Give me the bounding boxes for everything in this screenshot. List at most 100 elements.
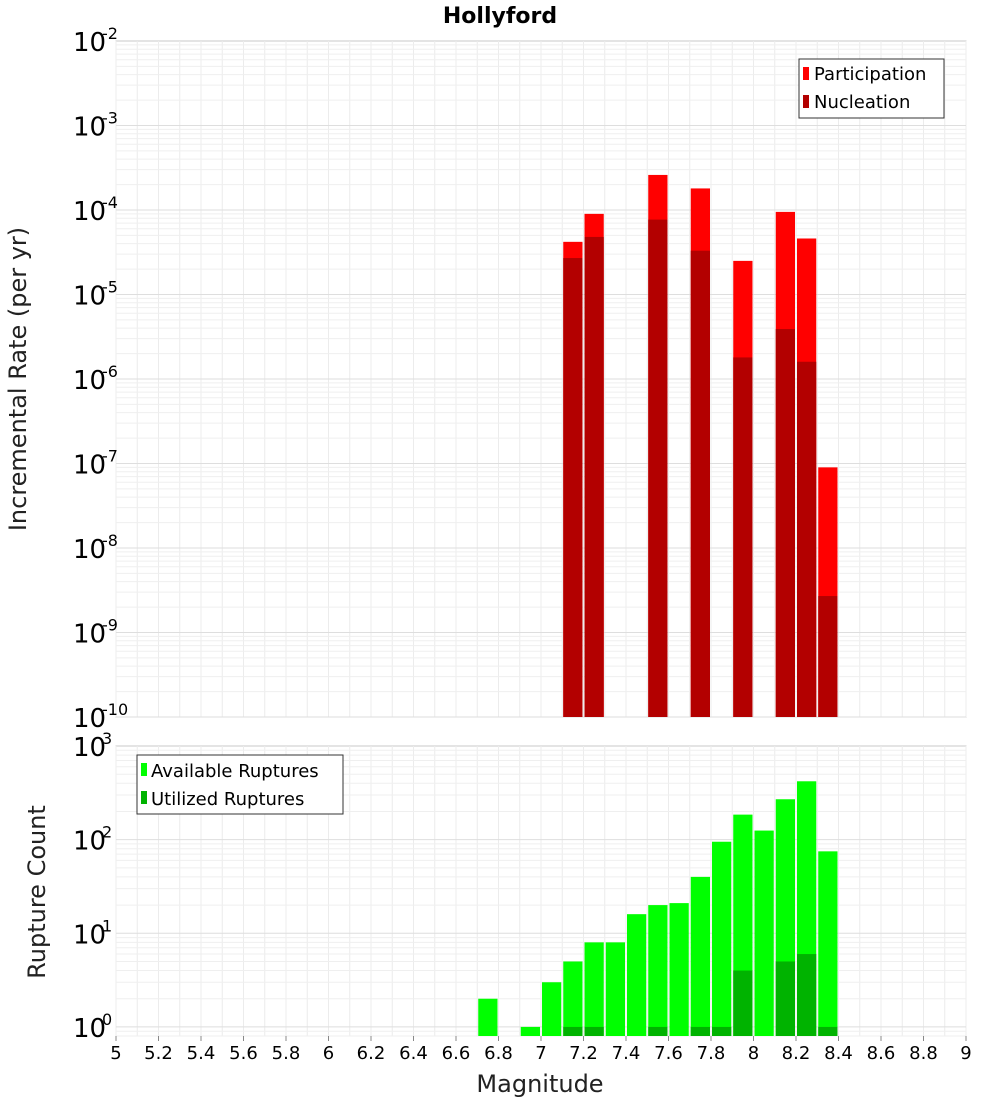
x-tick-label: 6.6 (442, 1043, 471, 1064)
bar-available-ruptures (648, 905, 668, 1036)
x-tick-label: 7.4 (612, 1043, 641, 1064)
x-tick-label: 7 (535, 1043, 546, 1064)
legend-label-nucleation: Nucleation (814, 92, 910, 113)
bar-nucleation (690, 250, 710, 717)
bar-nucleation (584, 236, 604, 717)
x-axis-label: Magnitude (476, 1070, 603, 1098)
bar-available-ruptures (584, 942, 604, 1036)
bar-available-ruptures (690, 876, 710, 1036)
bar-nucleation (775, 329, 795, 717)
bar-available-ruptures (818, 851, 838, 1036)
bar-utilized-ruptures (775, 961, 795, 1036)
x-tick-label: 8.8 (909, 1043, 938, 1064)
bar-nucleation (797, 361, 817, 717)
top-y-tick-exponent: -3 (102, 109, 118, 128)
bottom-gridlines (115, 746, 967, 1037)
top-legend-box (798, 58, 945, 119)
x-tick-label: 5 (110, 1043, 121, 1064)
legend-label-participation: Participation (814, 64, 926, 85)
x-tick-label: 8.2 (782, 1043, 811, 1064)
top-gridlines (115, 41, 967, 718)
x-tick-label: 7.8 (697, 1043, 726, 1064)
top-y-tick-base: 10 (73, 366, 106, 396)
bottom-y-tick-base: 10 (73, 920, 106, 950)
bottom-y-tick-exponent: 2 (102, 823, 112, 842)
bottom-y-tick-exponent: 3 (102, 729, 112, 748)
bar-available-ruptures (754, 830, 774, 1036)
bar-utilized-ruptures (818, 1026, 838, 1036)
bottom-y-tick-exponent: 1 (102, 916, 112, 935)
bottom-legend-box (136, 754, 344, 815)
x-tick-label: 8.6 (867, 1043, 896, 1064)
legend-swatch-participation (803, 67, 809, 80)
x-tick-label: 9 (960, 1043, 971, 1064)
x-ticks: 5 5.2 5.4 5.6 5.8 6 6.2 6.4 6.6 6.8 7 7.2 7.4 7.6 7.8 8… (110, 1036, 972, 1064)
bar-available-ruptures (520, 1026, 540, 1036)
x-tick-label: 5.2 (144, 1043, 173, 1064)
bar-nucleation (648, 219, 668, 717)
bottom-y-tick-base: 10 (73, 733, 106, 763)
bottom-legend: Available Ruptures Utilized Ruptures (136, 754, 344, 815)
top-y-tick-base: 10 (73, 620, 106, 650)
bar-nucleation (563, 258, 583, 717)
x-tick-label: 5.4 (187, 1043, 216, 1064)
top-bars (563, 174, 838, 718)
bar-available-ruptures (669, 903, 689, 1036)
top-y-tick-base: 10 (73, 451, 106, 481)
x-tick-label: 5.6 (229, 1043, 258, 1064)
legend-swatch-utilized-ruptures (141, 791, 147, 804)
x-tick-label: 6.4 (399, 1043, 428, 1064)
legend-swatch-available-ruptures (141, 763, 147, 776)
legend-label-available-ruptures: Available Ruptures (151, 761, 319, 782)
chart-title: Hollyford (443, 4, 557, 29)
bar-utilized-ruptures (584, 1026, 604, 1036)
top-y-axis-label: Incremental Rate (per yr) (4, 227, 32, 531)
top-y-tick-exponent: -5 (102, 278, 118, 297)
bar-utilized-ruptures (648, 1026, 668, 1036)
top-y-tick-exponent: -7 (102, 447, 118, 466)
top-y-tick-exponent: -9 (102, 616, 118, 635)
bar-utilized-ruptures (690, 1026, 710, 1036)
bar-utilized-ruptures (563, 1026, 583, 1036)
top-y-tick-exponent: -10 (102, 700, 128, 719)
bottom-y-tick-base: 10 (73, 827, 106, 857)
top-y-tick-base: 10 (73, 113, 106, 143)
top-y-tick-base: 10 (73, 535, 106, 565)
bar-nucleation (818, 596, 838, 717)
bar-available-ruptures (605, 942, 625, 1036)
x-tick-label: 7.2 (569, 1043, 598, 1064)
top-y-tick-base: 10 (73, 704, 106, 734)
top-legend: Participation Nucleation (798, 58, 945, 119)
bottom-y-tick-exponent: 0 (102, 1010, 112, 1029)
bar-nucleation (733, 357, 753, 717)
top-y-tick-exponent: -4 (102, 193, 118, 212)
x-tick-label: 8.4 (824, 1043, 853, 1064)
x-tick-label: 8 (748, 1043, 759, 1064)
bar-utilized-ruptures (733, 970, 753, 1036)
bar-utilized-ruptures (712, 1026, 732, 1036)
bar-available-ruptures (712, 841, 732, 1036)
x-tick-label: 6.8 (484, 1043, 513, 1064)
x-tick-label: 5.8 (272, 1043, 301, 1064)
x-tick-label: 6 (323, 1043, 334, 1064)
bar-utilized-ruptures (797, 954, 817, 1036)
top-y-tick-base: 10 (73, 197, 106, 227)
top-y-tick-base: 10 (73, 28, 106, 58)
x-tick-label: 6.2 (357, 1043, 386, 1064)
bar-available-ruptures (478, 998, 498, 1036)
bar-available-ruptures (627, 914, 647, 1036)
top-y-tick-base: 10 (73, 282, 106, 312)
x-tick-label: 7.6 (654, 1043, 683, 1064)
legend-label-utilized-ruptures: Utilized Ruptures (151, 789, 304, 810)
top-y-tick-exponent: -8 (102, 531, 118, 550)
top-y-tick-exponent: -6 (102, 362, 118, 381)
bar-available-ruptures (563, 961, 583, 1036)
top-y-tick-exponent: -2 (102, 24, 118, 43)
bottom-bars (478, 781, 838, 1036)
bottom-y-tick-base: 10 (73, 1014, 106, 1044)
bottom-y-axis-label: Rupture Count (23, 805, 51, 979)
